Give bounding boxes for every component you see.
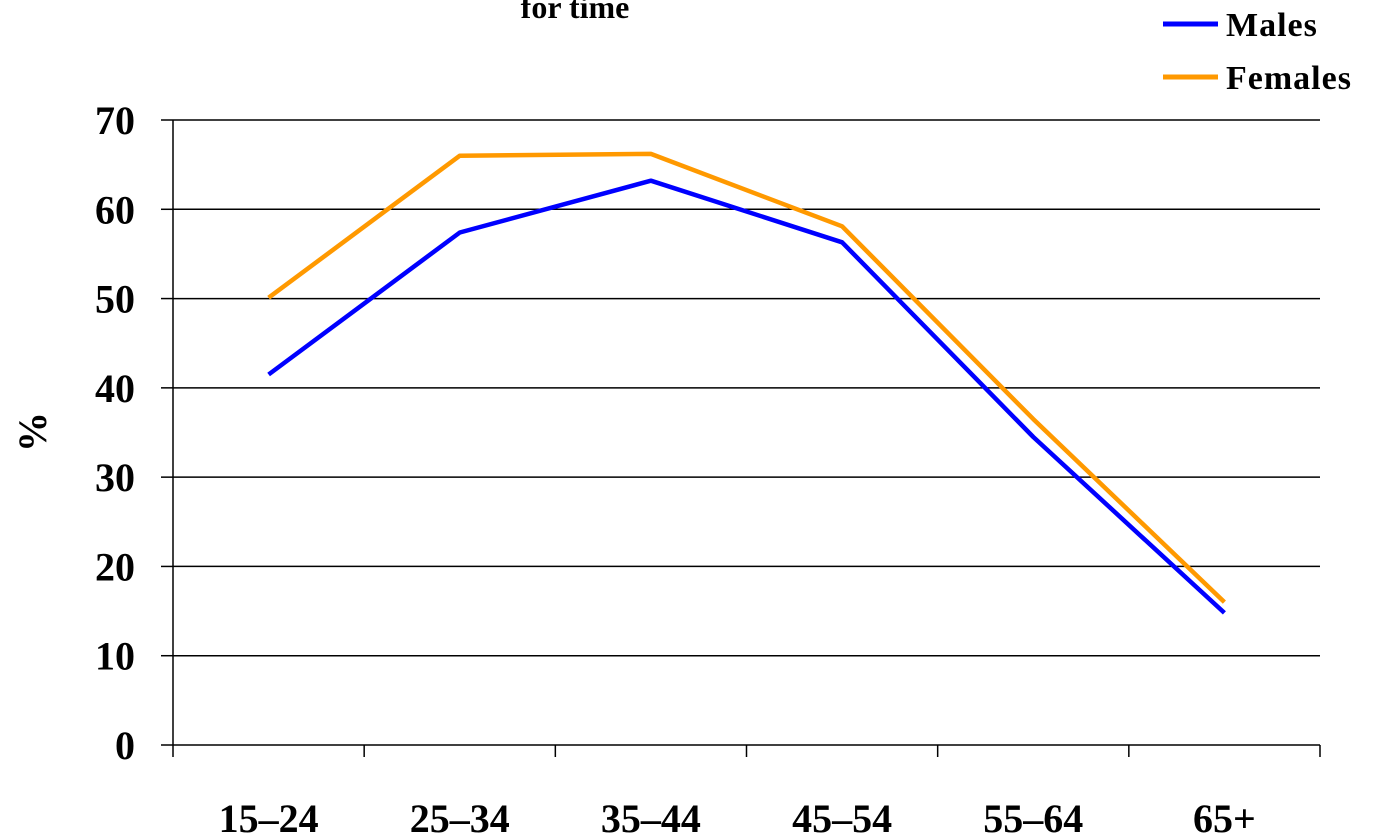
gridlines	[173, 119, 1320, 657]
y-tick-label: 70	[95, 98, 135, 143]
legend-label-females: Females	[1226, 60, 1352, 97]
x-tick-label: 15–24	[219, 796, 319, 840]
y-tick-label: 20	[95, 544, 135, 589]
y-tick-label: 0	[115, 723, 135, 768]
series-line-females	[267, 151, 1226, 604]
y-tick-label: 30	[95, 455, 135, 500]
x-tick-label: 55–64	[983, 796, 1083, 840]
y-axis-label: %	[10, 412, 55, 452]
legend-label-males: Males	[1226, 7, 1318, 44]
series-lines	[267, 151, 1226, 615]
legend: Males Females	[1163, 7, 1352, 97]
tick-labels: 0 10 20 30 40 50 60 70 15–24 25–34 35–44 45–54 55–64…	[95, 98, 1256, 840]
series-line-males	[267, 178, 1226, 615]
y-tick-label: 60	[95, 187, 135, 232]
y-tick-label: 10	[95, 634, 135, 679]
x-tick-label: 45–54	[792, 796, 892, 840]
y-tick-label: 50	[95, 277, 135, 322]
axes	[161, 119, 1321, 757]
x-tick-label: 35–44	[601, 796, 701, 840]
x-tick-label: 65+	[1193, 796, 1256, 840]
chart-title: for time	[521, 0, 630, 25]
x-tick-label: 25–34	[410, 796, 510, 840]
y-tick-label: 40	[95, 366, 135, 411]
